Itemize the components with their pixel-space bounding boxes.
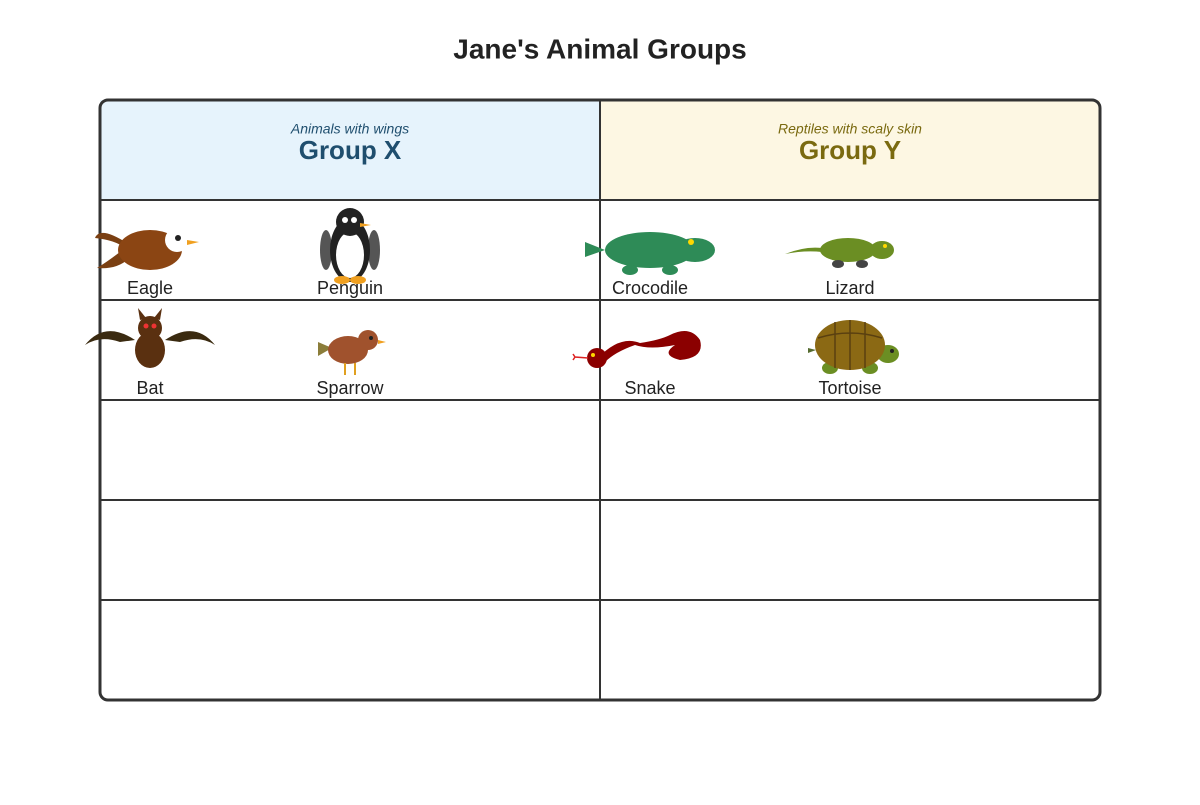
eagle-icon [95,228,199,270]
animal-label: Crocodile [612,278,688,298]
crocodile-icon [585,232,715,275]
animal-label: Sparrow [316,378,384,398]
group-name: Group X [299,135,402,165]
sparrow-icon [318,330,386,375]
animal-label: Snake [624,378,675,398]
penguin-icon [320,208,380,284]
snake-icon [572,331,701,368]
title: Jane's Animal Groups [453,33,746,64]
animal-label: Lizard [825,278,874,298]
group-name: Group Y [799,135,901,165]
group-subtitle: Reptiles with scaly skin [778,121,922,137]
lizard-icon [785,238,894,268]
animal-label: Bat [136,378,163,398]
header-x-bg [100,100,600,200]
tortoise-icon [808,320,899,374]
animal-label: Penguin [317,278,383,298]
animal-label: Tortoise [818,378,881,398]
header-y-bg [600,100,1100,200]
bat-icon [85,308,215,368]
grid [98,98,1102,702]
group-subtitle: Animals with wings [290,121,409,137]
animal-label: Eagle [127,278,173,298]
